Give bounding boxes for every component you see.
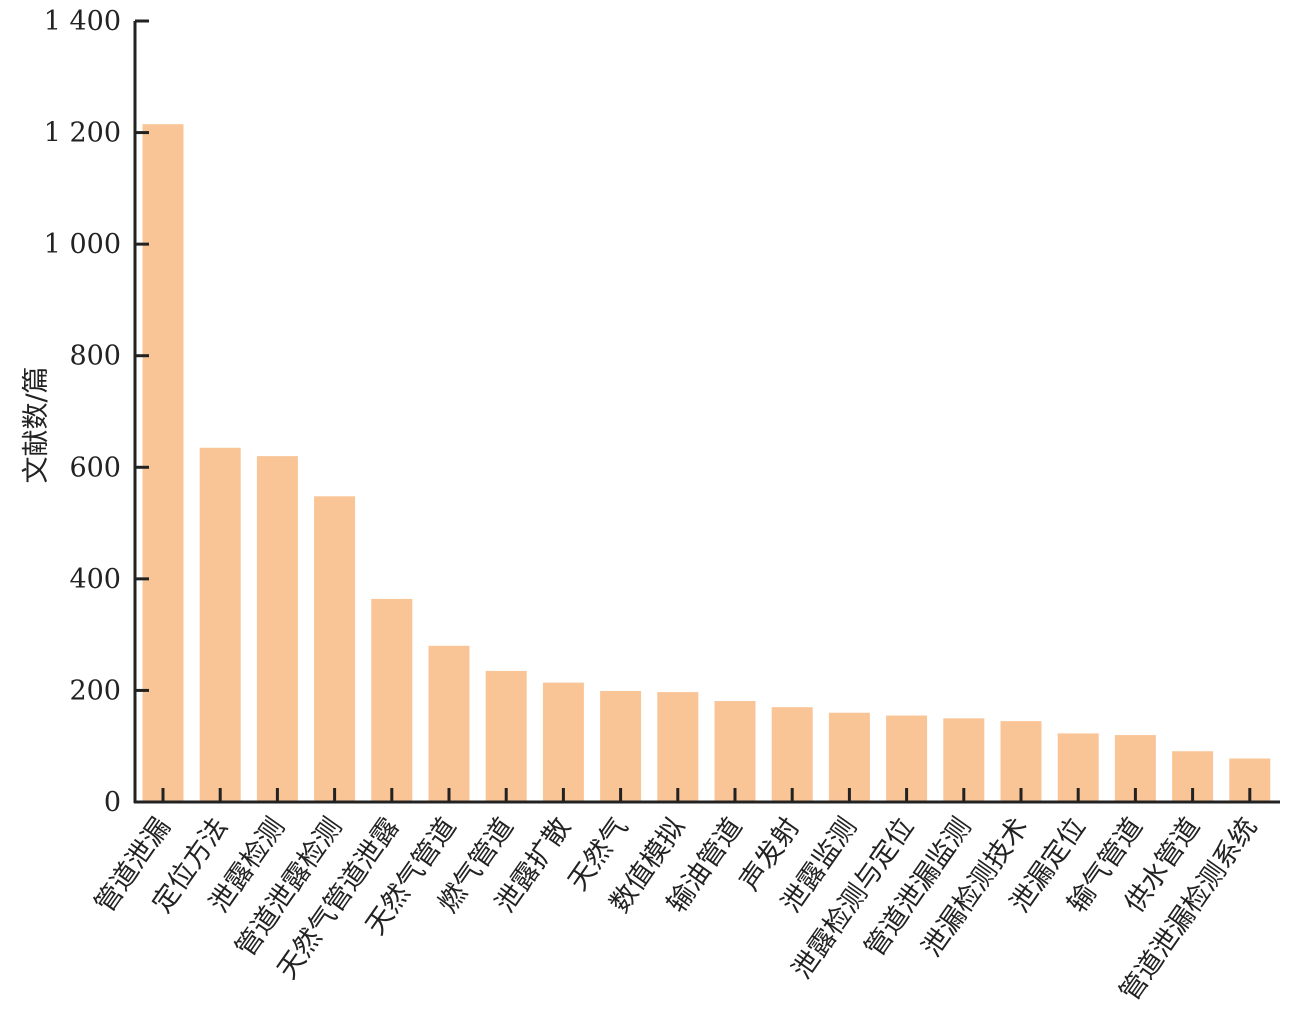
- bar: [542, 682, 584, 802]
- bar: [314, 496, 356, 802]
- bars-group: [142, 124, 1271, 803]
- y-axis-title: 文献数/篇: [21, 366, 52, 483]
- bar: [428, 645, 470, 802]
- y-tick-label: 600: [69, 452, 121, 483]
- bar: [199, 447, 241, 802]
- bar: [828, 712, 870, 802]
- bar: [714, 701, 756, 802]
- y-tick-label: 200: [69, 675, 121, 706]
- bar: [771, 707, 813, 802]
- y-tick-label: 400: [69, 564, 121, 595]
- y-tick-label: 1 000: [44, 229, 121, 260]
- y-tick-label: 0: [104, 787, 121, 818]
- y-tick-label: 1 200: [44, 118, 121, 149]
- bar: [256, 456, 298, 802]
- y-tick-label: 800: [69, 341, 121, 372]
- bar: [886, 715, 928, 802]
- bar: [371, 598, 413, 802]
- bar: [600, 690, 642, 802]
- x-axis-ticks: 管道泄漏定位方法泄露检测管道泄露检测天然气管道泄露天然气管道燃气管道泄露扩散天然…: [89, 788, 1264, 1007]
- y-tick-label: 1 400: [44, 6, 121, 37]
- bar: [142, 124, 184, 803]
- bar: [485, 670, 527, 802]
- y-axis-ticks: 0 200 400 600 800 1 000 1 200 1 400: [44, 6, 149, 818]
- bar: [657, 692, 699, 802]
